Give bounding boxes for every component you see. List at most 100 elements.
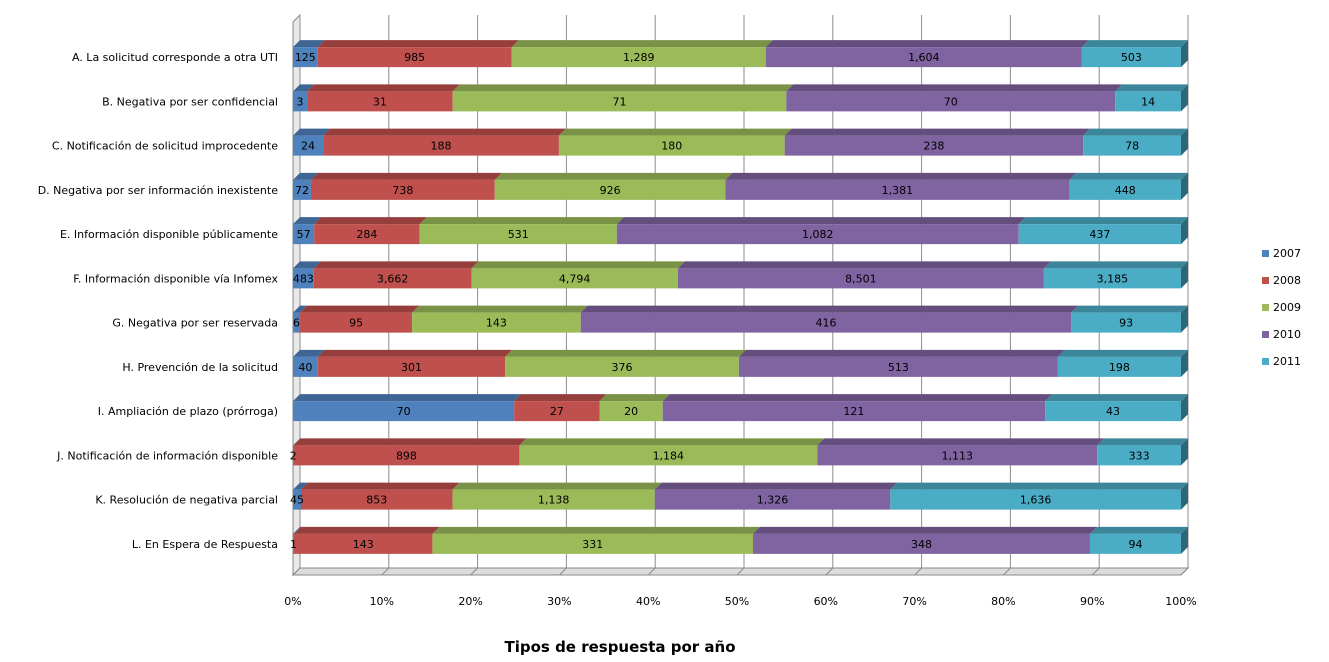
bar-top [752,526,1097,534]
bar-segment-2009 [599,394,670,422]
x-tick-label: 100% [1165,595,1196,608]
gridline-floor [292,567,301,576]
bar-segment-2008 [293,438,527,466]
bar [1083,135,1181,156]
category-label: A. La solicitud corresponde a otra UTI [72,51,278,64]
bar [310,179,495,200]
bar-top [412,305,588,313]
category-label: F. Información disponible vía Infomex [73,272,278,285]
bar-segment-2010 [580,305,1079,333]
bar-segment-2009 [419,217,624,245]
data-label: 3 [297,95,304,108]
data-label: 14 [1141,95,1155,108]
category-label: K. Resolución de negativa parcial [95,494,278,507]
bar-top [1069,172,1188,180]
bar [1081,47,1181,68]
gridline-floor [381,567,390,576]
data-label: 531 [508,228,529,241]
bar-end [1181,128,1188,156]
gridline-floor [736,567,745,576]
bar-end [1181,349,1188,377]
bar [505,356,739,377]
bar-segment-2008 [300,305,420,333]
bar [293,445,294,466]
data-label: 43 [1106,405,1120,418]
bar-segment-2010 [616,217,1026,245]
bar [323,135,559,156]
bar-segment-2008 [317,349,513,377]
bar-segment-2010 [784,128,1091,156]
bar-segment-2010 [752,526,1097,554]
bar-top [738,349,1065,357]
bar [738,356,1058,377]
bar-segment-2007 [293,172,318,200]
data-label: 1,326 [757,494,789,507]
legend-label: 2009 [1273,301,1301,314]
category-labels: A. La solicitud corresponde a otra UTI B.… [38,51,279,551]
bar [514,401,600,422]
bar-segment-2011 [1097,438,1188,466]
bar-segment-2011 [1083,128,1188,156]
data-label: 1,113 [941,449,973,462]
bar [452,91,787,112]
data-label: 376 [611,361,632,374]
bar [293,312,301,333]
category-label: H. Prevención de la solicitud [122,361,278,374]
bar-top [310,172,502,180]
bar [293,179,311,200]
bar-end [1181,217,1188,245]
bar-top [323,128,566,136]
bar [519,445,818,466]
data-label: 985 [404,51,425,64]
x-axis-ticks: 0% 10% 20% 30% 40% 50% 60% 70% 80% 90% 100% [284,595,1196,608]
x-tick-label: 80% [991,595,1015,608]
bar [293,47,318,68]
data-label: 331 [582,538,603,551]
bar [419,224,617,245]
bar-top [505,349,746,357]
bar-segment-2009 [511,40,773,68]
bar-segment-2007 [293,482,308,510]
bar-top [293,349,325,357]
bar-segment-2009 [471,261,685,289]
gridline-floor [914,567,922,576]
bar-top [580,305,1079,313]
category-label: C. Notificación de solicitud improcedent… [52,140,278,153]
category-label: J. Notificación de información disponibl… [56,449,278,462]
bar-segment-2010 [654,482,898,510]
bar [1018,224,1181,245]
bar [317,356,506,377]
bar-segment-2008 [317,40,519,68]
data-label: 926 [600,184,621,197]
data-label: 198 [1109,361,1130,374]
x-tick-label: 90% [1080,595,1104,608]
bar-segment-2011 [1043,261,1188,289]
legend-swatch [1262,304,1269,311]
bar-top [1081,40,1188,48]
data-label: 143 [486,317,507,330]
bar-top [471,261,685,269]
bar-top [725,172,1077,180]
bar [599,401,663,422]
bar-top [1097,438,1188,446]
x-tick-label: 10% [370,595,394,608]
bar-top [511,40,773,48]
bar [313,268,472,289]
bar-segment-2008 [313,261,479,289]
bar-segment-2007 [293,438,301,466]
bar-segment-2011 [1057,349,1188,377]
bar-top [662,394,1053,402]
gridline-floor [1091,567,1100,576]
data-label: 437 [1089,228,1110,241]
bar-top [494,172,733,180]
bar [677,268,1044,289]
data-label: 71 [613,95,627,108]
bar-top [300,305,420,313]
bar-segment-2008 [310,172,502,200]
bar-segment-2009 [452,84,794,112]
x-tick-label: 30% [547,595,571,608]
bar-segment-2010 [662,394,1053,422]
bar [317,47,512,68]
bar-top [293,172,318,180]
